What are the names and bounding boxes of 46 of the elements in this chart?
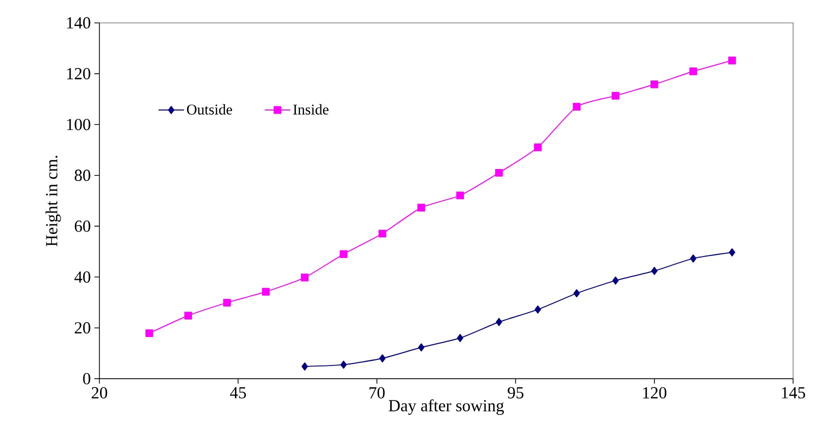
y-tick-label: 0 bbox=[83, 372, 90, 384]
y-tick-label: 20 bbox=[74, 322, 90, 334]
point bbox=[300, 274, 309, 282]
point bbox=[728, 56, 736, 64]
y-axis-title: Height in cm. bbox=[46, 156, 61, 246]
point bbox=[417, 204, 426, 212]
point bbox=[340, 360, 347, 369]
point bbox=[262, 288, 270, 296]
point bbox=[418, 343, 424, 352]
y-tick-label: 140 bbox=[67, 17, 90, 28]
x-tick-label: 70 bbox=[370, 387, 385, 398]
point bbox=[379, 354, 386, 362]
point bbox=[690, 254, 696, 262]
point bbox=[496, 318, 502, 326]
point bbox=[340, 250, 348, 258]
y-tick-label: 120 bbox=[67, 68, 90, 80]
x-tick-label: 120 bbox=[643, 387, 666, 398]
point bbox=[223, 298, 231, 306]
point bbox=[612, 92, 620, 100]
point bbox=[302, 362, 308, 370]
point bbox=[456, 334, 464, 342]
point bbox=[184, 312, 192, 320]
point bbox=[572, 102, 581, 110]
y-tick-label: 40 bbox=[74, 271, 90, 283]
point bbox=[651, 266, 658, 275]
point bbox=[650, 80, 658, 88]
x-axis-title: Day after sowing bbox=[388, 399, 504, 415]
point bbox=[456, 191, 464, 200]
point bbox=[612, 276, 619, 285]
legend-label: Outside bbox=[186, 104, 232, 114]
y-tick-label: 60 bbox=[74, 220, 90, 232]
x-tick-label: 95 bbox=[508, 387, 524, 398]
legend-label: Inside bbox=[293, 104, 328, 114]
y-tick-label: 80 bbox=[74, 170, 90, 181]
x-tick-label: 20 bbox=[92, 387, 108, 398]
x-tick-label: 145 bbox=[782, 387, 806, 398]
point bbox=[145, 329, 154, 337]
x-tick-label: 45 bbox=[230, 387, 246, 398]
point bbox=[495, 168, 503, 177]
y-tick-label: 100 bbox=[67, 118, 90, 130]
point bbox=[574, 289, 580, 298]
point bbox=[378, 230, 386, 238]
point bbox=[534, 305, 541, 314]
point bbox=[689, 67, 698, 76]
point bbox=[728, 248, 736, 256]
point bbox=[534, 143, 542, 152]
